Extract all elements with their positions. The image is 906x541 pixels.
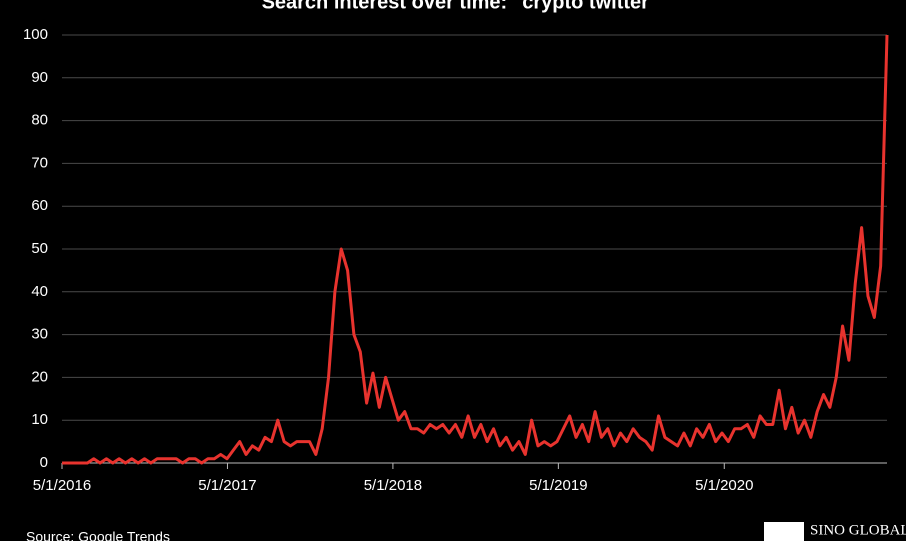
y-tick-label: 20 (31, 368, 48, 385)
x-tick-label: 5/1/2016 (33, 477, 91, 494)
y-tick-label: 80 (31, 112, 48, 129)
y-tick-label: 90 (31, 69, 48, 86)
y-tick-label: 0 (40, 454, 48, 471)
x-tick-label: 5/1/2019 (529, 477, 587, 494)
y-tick-label: 30 (31, 326, 48, 343)
y-tick-label: 70 (31, 154, 48, 171)
y-tick-label: 100 (23, 26, 48, 43)
source-note: Source: Google Trends (26, 529, 170, 541)
data-line (62, 34, 889, 465)
chart-title: Search interest over time: "crypto twitt… (262, 0, 659, 13)
y-tick-label: 10 (31, 411, 48, 428)
logo-text: SINO GLOBAL (810, 522, 906, 538)
x-tick-label: 5/1/2020 (695, 477, 753, 494)
x-tick-label: 5/1/2018 (364, 477, 422, 494)
y-tick-label: 60 (31, 197, 48, 214)
logo-mark (764, 522, 804, 541)
x-tick-label: 5/1/2017 (198, 477, 256, 494)
y-tick-label: 50 (31, 240, 48, 257)
y-tick-label: 40 (31, 283, 48, 300)
